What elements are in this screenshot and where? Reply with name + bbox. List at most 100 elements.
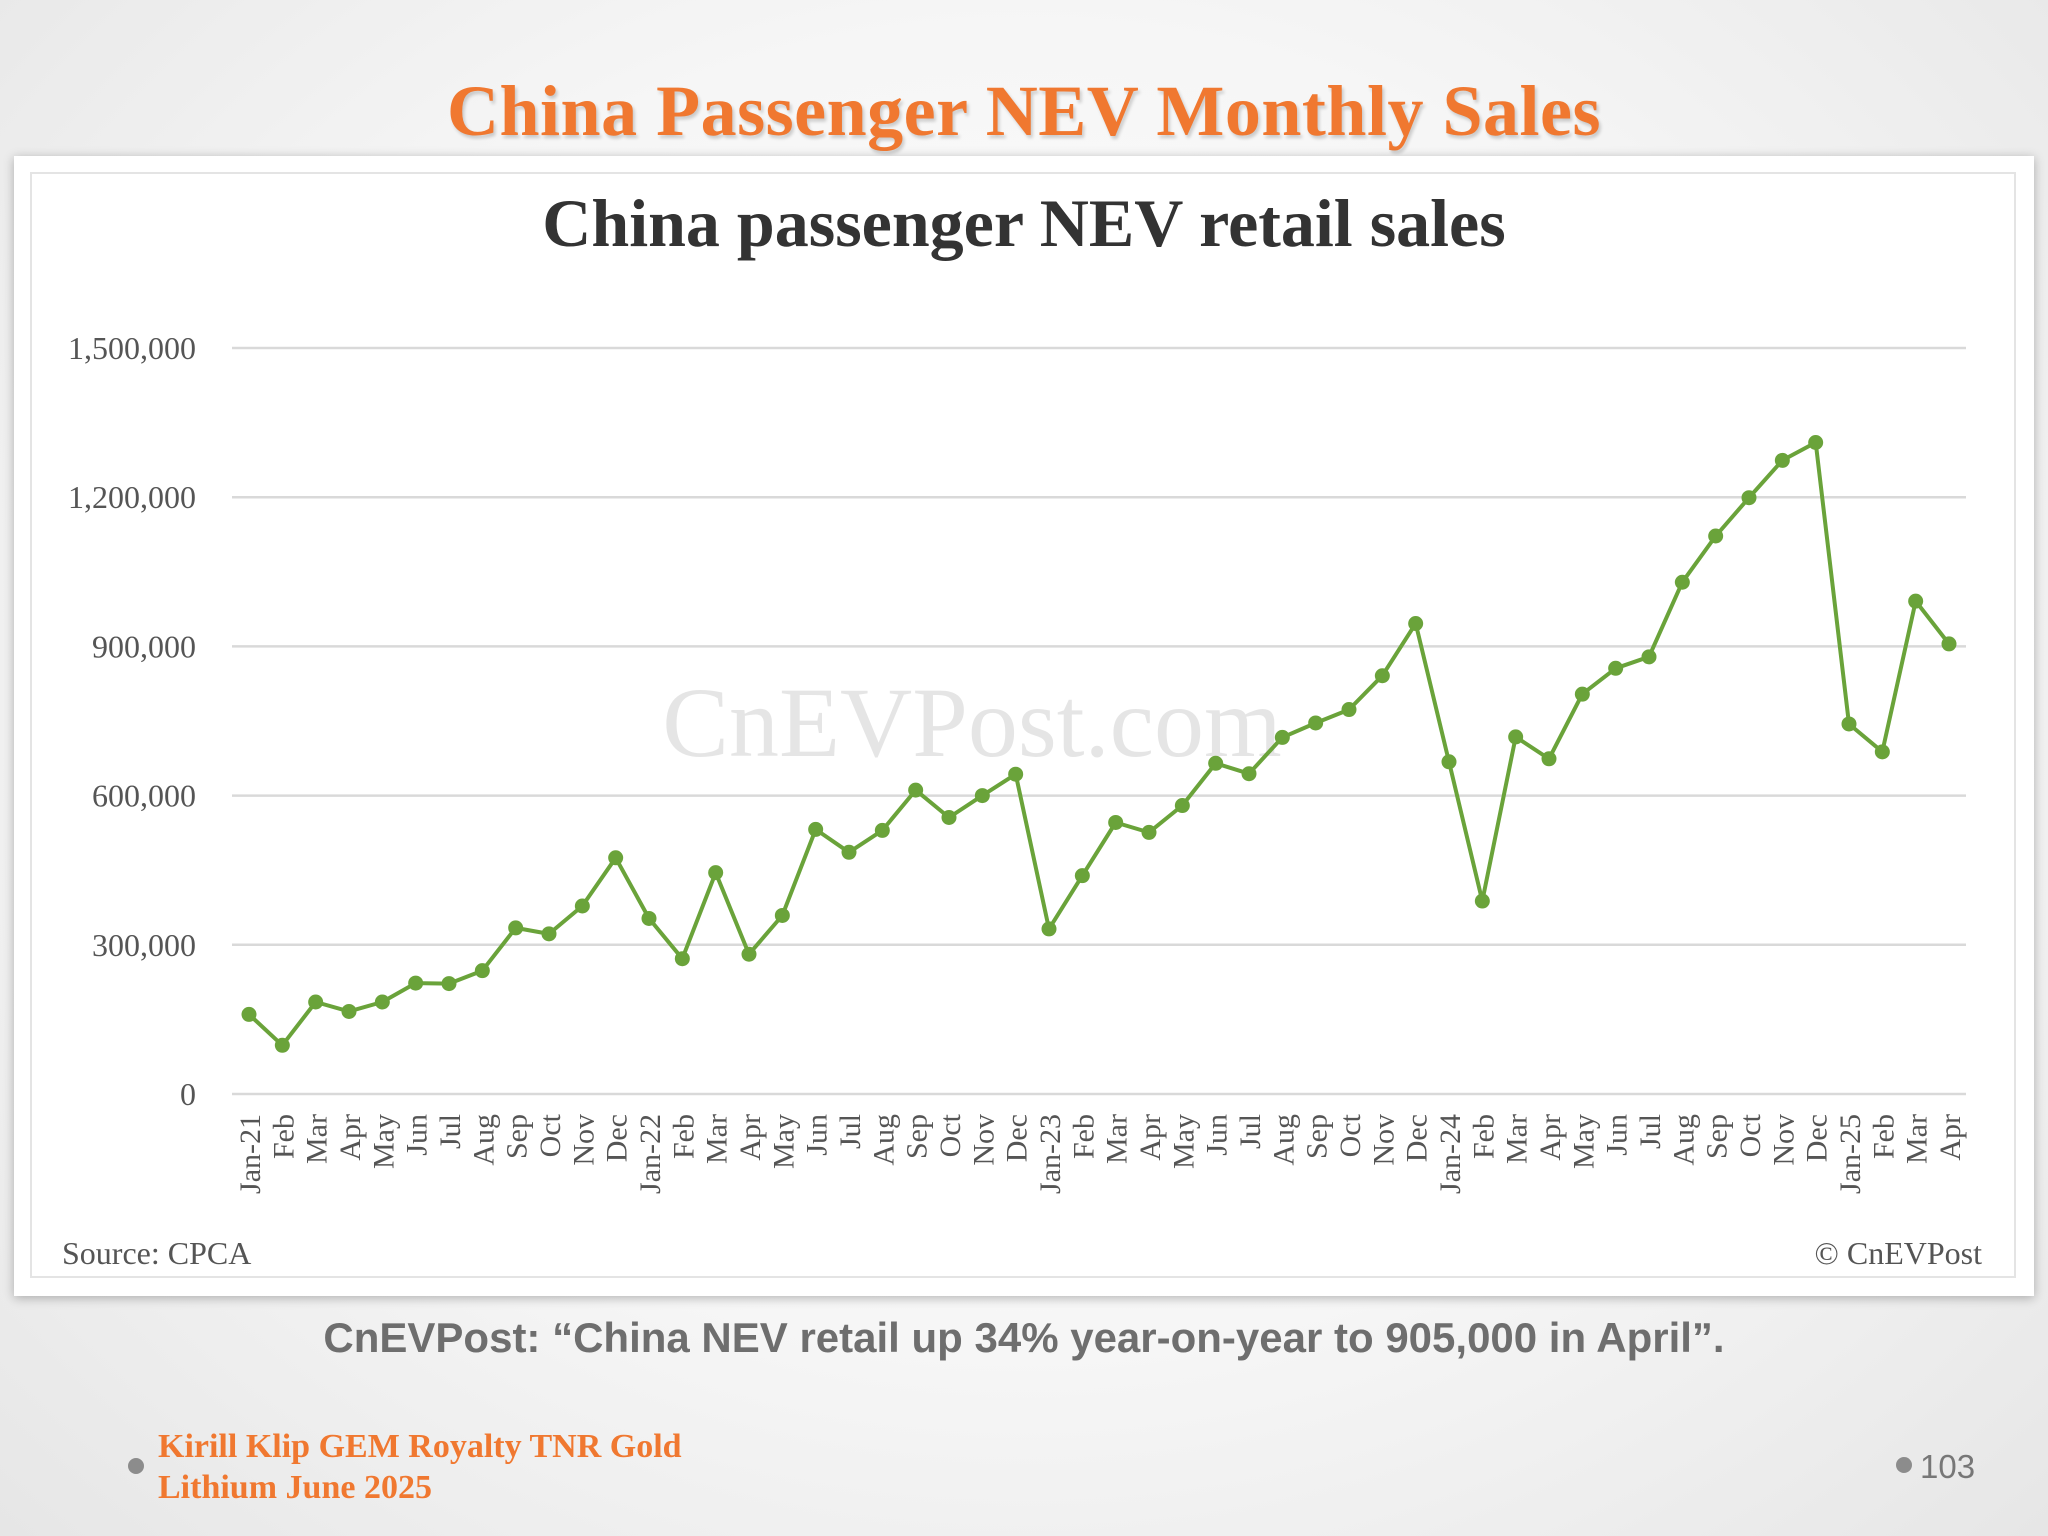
- data-point: [741, 946, 757, 962]
- slide-title: China Passenger NEV Monthly Sales: [447, 71, 1601, 151]
- data-point: [408, 975, 424, 991]
- data-point: [1608, 660, 1624, 676]
- x-tick-label: Mar: [1101, 1114, 1134, 1164]
- x-tick-label: Mar: [1901, 1114, 1934, 1164]
- data-point: [1041, 921, 1057, 937]
- x-tick-label: Nov: [567, 1114, 600, 1166]
- page-bullet-icon: [1896, 1457, 1912, 1473]
- x-tick-label: Apr: [734, 1114, 767, 1161]
- chart-title: China passenger NEV retail sales: [542, 185, 1505, 261]
- data-point: [1374, 668, 1390, 684]
- copyright-label: © CnEVPost: [1815, 1235, 1983, 1271]
- data-point: [774, 907, 790, 923]
- x-tick-label: Jun: [801, 1114, 834, 1156]
- chart-card: China passenger NEV retail sales CnEVPost…: [14, 156, 2034, 1296]
- y-tick-label: 1,200,000: [68, 479, 196, 515]
- data-point: [541, 926, 557, 942]
- x-tick-label: Apr: [334, 1114, 367, 1161]
- x-tick-label: Nov: [1367, 1114, 1400, 1166]
- x-tick-label: Jul: [434, 1114, 467, 1149]
- x-tick-label: Dec: [1401, 1114, 1434, 1162]
- data-point: [1308, 715, 1324, 731]
- x-tick-label: Jun: [401, 1114, 434, 1156]
- data-point: [941, 809, 957, 825]
- data-point: [1774, 452, 1790, 468]
- x-tick-label: Jul: [1634, 1114, 1667, 1149]
- x-tick-label: Oct: [534, 1113, 567, 1157]
- x-tick-label: Jan-25: [1834, 1114, 1867, 1194]
- x-tick-label: Dec: [601, 1114, 634, 1162]
- x-tick-label: Jan-23: [1034, 1114, 1067, 1194]
- x-tick-label: Feb: [267, 1114, 300, 1159]
- y-tick-label: 600,000: [92, 778, 196, 814]
- data-point: [1141, 824, 1157, 840]
- x-tick-label: Oct: [934, 1113, 967, 1157]
- chart-frame: [30, 172, 2016, 1278]
- series-line: [247, 440, 1951, 1048]
- x-tick-label: Apr: [1934, 1114, 1967, 1161]
- data-point: [1708, 528, 1724, 544]
- y-tick-label: 300,000: [92, 927, 196, 963]
- x-tick-label: Sep: [1301, 1114, 1334, 1159]
- x-tick-label: Mar: [301, 1114, 334, 1164]
- x-tick-label: Feb: [1067, 1114, 1100, 1159]
- page-number: 103: [1920, 1448, 1976, 1485]
- x-tick-label: Sep: [1701, 1114, 1734, 1159]
- data-point: [1441, 754, 1457, 770]
- x-tick-label: Aug: [867, 1114, 900, 1166]
- data-point: [1474, 893, 1490, 909]
- x-tick-label: Nov: [1767, 1114, 1800, 1166]
- data-point: [708, 865, 724, 881]
- data-point: [1741, 490, 1757, 506]
- data-point: [1808, 434, 1824, 450]
- x-tick-label: Dec: [1801, 1114, 1834, 1162]
- x-tick-label: Apr: [1134, 1114, 1167, 1161]
- data-point: [1408, 616, 1424, 632]
- data-point: [974, 788, 990, 804]
- data-point: [1174, 798, 1190, 814]
- footer-author-line1: Kirill Klip GEM Royalty TNR Gold: [158, 1428, 682, 1465]
- x-tick-label: Feb: [1867, 1114, 1900, 1159]
- data-point: [908, 782, 924, 798]
- x-tick-label: Apr: [1534, 1114, 1567, 1161]
- data-point: [1208, 755, 1224, 771]
- data-point: [1274, 729, 1290, 745]
- source-label: Source: CPCA: [62, 1235, 251, 1271]
- x-tick-label: Jun: [1601, 1114, 1634, 1156]
- data-point: [241, 1006, 257, 1022]
- data-point: [1874, 744, 1890, 760]
- x-tick-label: Jan-24: [1434, 1114, 1467, 1194]
- data-point: [1674, 574, 1690, 590]
- x-tick-label: May: [367, 1114, 400, 1169]
- data-point: [1574, 686, 1590, 702]
- data-point: [308, 994, 324, 1010]
- x-tick-label: Jan-22: [634, 1114, 667, 1194]
- y-tick-label: 0: [180, 1076, 196, 1112]
- x-tick-label: Nov: [967, 1114, 1000, 1166]
- data-point: [1541, 751, 1557, 767]
- data-point: [1341, 702, 1357, 718]
- x-tick-label: May: [767, 1114, 800, 1169]
- data-point: [374, 994, 390, 1010]
- data-point: [1108, 814, 1124, 830]
- data-point: [574, 898, 590, 914]
- x-tick-label: May: [1567, 1114, 1600, 1169]
- data-point: [1241, 766, 1257, 782]
- data-point: [1908, 593, 1924, 609]
- x-tick-label: Jul: [1234, 1114, 1267, 1149]
- footer-author: Kirill Klip GEM Royalty TNR Gold Lithium…: [158, 1426, 878, 1508]
- y-tick-label: 900,000: [92, 628, 196, 664]
- data-point: [841, 844, 857, 860]
- footer-author-line2: Lithium June 2025: [158, 1469, 432, 1506]
- x-tick-label: Jan-21: [234, 1114, 267, 1194]
- x-tick-label: Dec: [1001, 1114, 1034, 1162]
- data-point: [674, 951, 690, 967]
- line-chart: China passenger NEV retail sales CnEVPost…: [62, 185, 1983, 1271]
- data-point: [1641, 649, 1657, 665]
- data-point: [1008, 766, 1024, 782]
- data-point: [608, 850, 624, 866]
- watermark-text: CnEVPost.com: [662, 667, 1281, 778]
- data-point: [474, 963, 490, 979]
- y-tick-label: 1,500,000: [68, 330, 196, 366]
- data-point: [1841, 716, 1857, 732]
